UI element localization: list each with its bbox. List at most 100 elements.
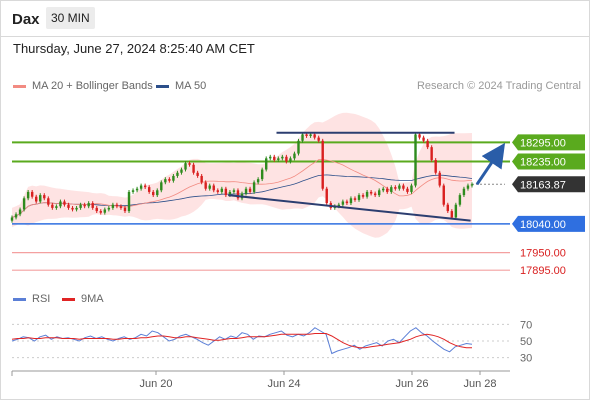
candle [63,199,66,207]
level-tag-2: 18163.87 [512,176,585,193]
projection-arrow [475,142,506,186]
level-label-4: 17950.00 [520,248,566,260]
candle [172,174,175,183]
candle [349,196,353,206]
candle-body [236,190,240,199]
candle [386,186,389,194]
candle-body [111,204,115,208]
candle-body [277,158,280,160]
candle [341,199,345,207]
level-tag-3: 18040.00 [512,215,585,232]
candle [390,185,393,194]
candle-body [430,147,433,160]
candle [152,189,155,198]
candle [466,183,470,191]
candle-body [353,198,357,200]
candle-body [377,190,381,196]
candle [281,154,284,161]
x-tick-label: Jun 24 [267,378,300,390]
level-label-3: 18040.00 [520,219,566,231]
research-credit: Research © 2024 Trading Central [416,80,581,92]
candle-body [18,209,22,215]
candle [277,156,280,162]
candle [71,205,74,212]
candle-body [273,156,276,160]
ma9-swatch [62,297,75,301]
candle [442,183,445,207]
candle-body [208,185,211,189]
legend-rsi: RSI [13,293,50,305]
candle [232,188,236,194]
rsi-ma9-line [11,333,472,349]
x-tick-label: Jun 26 [395,378,428,390]
candle [192,162,195,175]
candle-body [349,198,353,204]
candle-body [232,190,236,192]
candle-body [357,195,361,200]
candle [208,183,211,191]
candle [95,205,98,214]
candle-body [22,198,26,210]
candle-body [373,193,377,196]
candle-body [289,158,292,162]
rsi-tick-70: 70 [520,319,532,331]
level-tag-1: 18235.00 [512,153,585,170]
ma20-label: MA 20 + Bollinger Bands [32,80,153,92]
candle-body [260,169,264,180]
candle-body [168,179,171,181]
level-tag-shape-0 [512,134,585,151]
candle-body [466,185,470,189]
candle [285,154,288,164]
candle-body [119,206,123,208]
candle-body [442,185,445,205]
candle-body [14,214,18,218]
candle-body [402,185,405,189]
candle-body [156,190,159,196]
candle-body [115,204,119,207]
candle [357,193,361,202]
candle [119,204,123,210]
candle-body [127,191,131,212]
candle [99,209,102,215]
candle-body [139,185,143,189]
candle-body [313,134,316,138]
candle-body [410,185,413,192]
candle [353,196,357,202]
candle [260,167,264,182]
candle-body [131,190,135,192]
trendline-1 [228,194,471,222]
candle-body [160,182,163,191]
candle [244,186,248,196]
ma50-label: MA 50 [175,80,207,92]
candle [430,145,433,162]
candle [103,207,107,215]
candle [107,205,111,212]
candle-body [394,187,397,189]
candle-body [196,172,199,176]
candle-body [252,182,256,192]
candle [394,185,397,191]
candle [301,132,304,143]
candle-body [63,201,66,205]
candle [382,186,385,193]
candle [212,183,215,193]
candle-body [224,188,228,196]
rsi-tick-30: 30 [520,353,532,365]
candle [402,183,405,191]
candle-body [256,179,260,183]
candle-body [71,207,74,210]
candle-body [470,184,474,186]
candle [39,193,42,204]
candle [131,188,135,194]
timeframe-button[interactable]: 30 MIN [46,7,95,29]
ma50-swatch [156,84,169,88]
candle-body [337,204,341,207]
candle [373,191,377,198]
candle-body [301,134,304,141]
candle [458,193,462,207]
candle [35,194,38,204]
candle [269,154,272,161]
candle [147,185,151,194]
candle-body [446,204,449,212]
